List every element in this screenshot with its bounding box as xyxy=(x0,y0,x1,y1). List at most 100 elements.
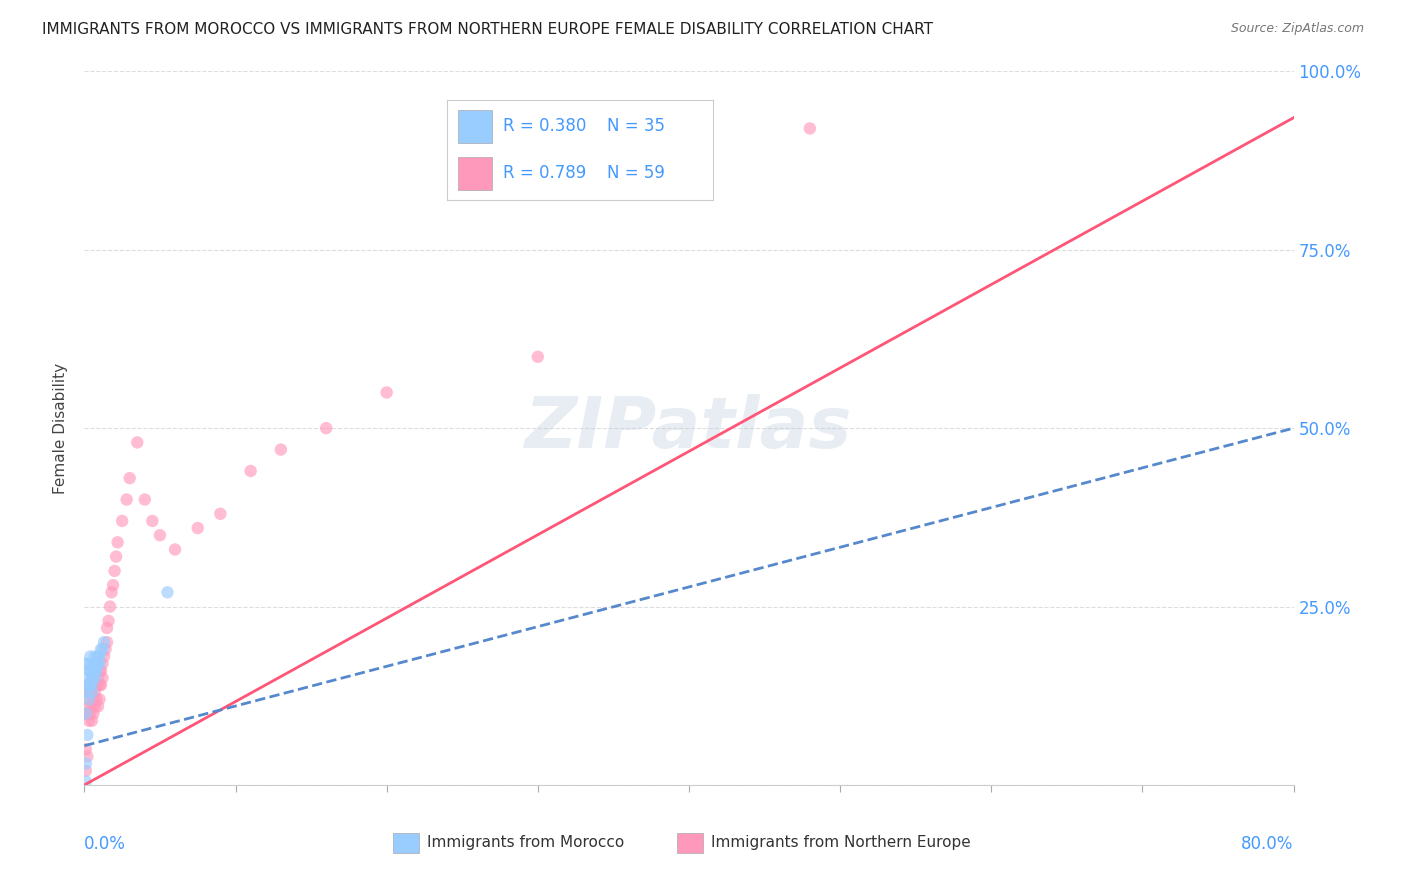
Point xyxy=(82,664,104,678)
Point xyxy=(80,664,103,678)
Point xyxy=(75,764,97,778)
Point xyxy=(76,671,98,685)
Point xyxy=(79,664,101,678)
Point xyxy=(79,649,101,664)
Point xyxy=(82,657,104,671)
Point xyxy=(90,642,112,657)
Point xyxy=(96,621,118,635)
Point xyxy=(82,706,104,721)
Point xyxy=(87,649,110,664)
Point xyxy=(799,121,821,136)
Point xyxy=(375,385,398,400)
Point xyxy=(156,585,179,599)
Point xyxy=(187,521,209,535)
Point xyxy=(77,699,100,714)
Point xyxy=(76,657,98,671)
Point xyxy=(94,642,117,657)
Text: 0.0%: 0.0% xyxy=(84,835,127,853)
Point xyxy=(79,678,101,692)
Point xyxy=(89,649,111,664)
Text: R = 0.380: R = 0.380 xyxy=(503,118,586,136)
Point xyxy=(80,685,103,699)
Text: N = 35: N = 35 xyxy=(607,118,665,136)
Text: IMMIGRANTS FROM MOROCCO VS IMMIGRANTS FROM NORTHERN EUROPE FEMALE DISABILITY COR: IMMIGRANTS FROM MOROCCO VS IMMIGRANTS FR… xyxy=(42,22,934,37)
Point xyxy=(89,657,111,671)
Point xyxy=(79,685,101,699)
Point xyxy=(76,728,98,742)
Point xyxy=(115,492,138,507)
Point xyxy=(91,657,114,671)
Point xyxy=(86,657,108,671)
Point xyxy=(527,350,550,364)
Point xyxy=(77,678,100,692)
Point xyxy=(75,657,97,671)
Point xyxy=(86,692,108,706)
Point xyxy=(90,678,112,692)
Point xyxy=(80,714,103,728)
Text: R = 0.789: R = 0.789 xyxy=(503,164,586,182)
Point xyxy=(89,664,111,678)
Point xyxy=(84,685,107,699)
Text: N = 59: N = 59 xyxy=(607,164,665,182)
FancyBboxPatch shape xyxy=(458,110,492,143)
Point xyxy=(100,585,122,599)
Point xyxy=(93,649,115,664)
Point xyxy=(105,549,128,564)
Point xyxy=(82,678,104,692)
Point xyxy=(89,678,111,692)
Point xyxy=(89,692,111,706)
Point xyxy=(96,635,118,649)
Point xyxy=(270,442,292,457)
Point xyxy=(76,692,98,706)
Point xyxy=(107,535,129,549)
Point xyxy=(239,464,262,478)
Text: Source: ZipAtlas.com: Source: ZipAtlas.com xyxy=(1230,22,1364,36)
Y-axis label: Female Disability: Female Disability xyxy=(53,362,69,494)
Point xyxy=(82,671,104,685)
Point xyxy=(97,614,120,628)
Point xyxy=(315,421,337,435)
Point xyxy=(86,678,108,692)
Point xyxy=(98,599,121,614)
Point xyxy=(209,507,232,521)
Point xyxy=(75,706,97,721)
FancyBboxPatch shape xyxy=(676,833,703,853)
Point xyxy=(80,671,103,685)
Point xyxy=(77,664,100,678)
Text: 80.0%: 80.0% xyxy=(1241,835,1294,853)
Point xyxy=(75,742,97,756)
Point xyxy=(76,685,98,699)
Text: Immigrants from Morocco: Immigrants from Morocco xyxy=(426,835,624,849)
Point xyxy=(77,678,100,692)
Point xyxy=(76,706,98,721)
Point xyxy=(75,685,97,699)
Text: Immigrants from Northern Europe: Immigrants from Northern Europe xyxy=(710,835,970,849)
Point xyxy=(76,749,98,764)
Point xyxy=(84,664,107,678)
Point xyxy=(82,692,104,706)
Point xyxy=(93,635,115,649)
FancyBboxPatch shape xyxy=(392,833,419,853)
Point xyxy=(84,671,107,685)
Point xyxy=(79,706,101,721)
FancyBboxPatch shape xyxy=(458,157,492,190)
Point xyxy=(87,699,110,714)
Point xyxy=(101,578,124,592)
Point xyxy=(127,435,149,450)
Point xyxy=(80,685,103,699)
Point xyxy=(75,774,97,789)
Point xyxy=(90,664,112,678)
Point xyxy=(80,699,103,714)
Point xyxy=(141,514,163,528)
Point xyxy=(75,756,97,771)
Point xyxy=(118,471,141,485)
Point xyxy=(84,699,107,714)
Text: ZIPatlas: ZIPatlas xyxy=(526,393,852,463)
Point xyxy=(77,692,100,706)
Point xyxy=(87,657,110,671)
Point xyxy=(80,671,103,685)
Point xyxy=(149,528,172,542)
Point xyxy=(165,542,187,557)
Point xyxy=(84,649,107,664)
Point xyxy=(91,642,114,657)
